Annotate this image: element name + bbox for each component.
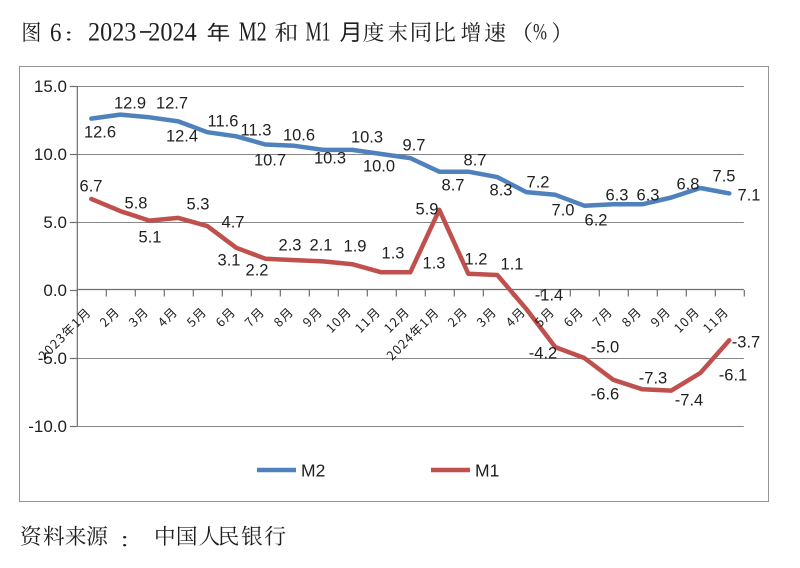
svg-text:2023: 2023 (88, 18, 136, 47)
svg-text:-5.0: -5.0 (38, 349, 67, 368)
svg-text:12.6: 12.6 (84, 124, 116, 142)
svg-text:-5.0: -5.0 (591, 339, 619, 357)
svg-text:-10.0: -10.0 (28, 417, 67, 436)
svg-text:-7.4: -7.4 (675, 392, 703, 410)
svg-text:-3.7: -3.7 (732, 334, 760, 352)
svg-text:6: 6 (50, 17, 62, 47)
svg-text:5.3: 5.3 (187, 196, 210, 214)
svg-text:8.7: 8.7 (442, 177, 465, 195)
svg-text:6.7: 6.7 (80, 178, 103, 196)
svg-text:10.6: 10.6 (283, 127, 315, 145)
svg-text:7.2: 7.2 (527, 174, 550, 192)
svg-text:4.7: 4.7 (222, 214, 245, 232)
svg-text:3.1: 3.1 (218, 252, 241, 270)
svg-text:15.0: 15.0 (34, 77, 67, 96)
svg-text:8.3: 8.3 (490, 182, 513, 200)
svg-text:-6.6: -6.6 (591, 386, 619, 404)
svg-text:10.3: 10.3 (314, 150, 346, 168)
svg-text:1.9: 1.9 (344, 238, 367, 256)
svg-text:1.2: 1.2 (465, 251, 488, 269)
svg-text:%: % (533, 19, 547, 45)
svg-text:6.2: 6.2 (585, 212, 608, 230)
svg-text:5.1: 5.1 (139, 229, 162, 247)
svg-text:10.7: 10.7 (254, 152, 286, 170)
svg-text:1.1: 1.1 (501, 256, 524, 274)
svg-text:M1: M1 (306, 17, 331, 47)
svg-text:6.3: 6.3 (606, 187, 629, 205)
svg-text:10.3: 10.3 (351, 129, 383, 147)
svg-text:-6.1: -6.1 (719, 367, 747, 385)
svg-text:10.0: 10.0 (363, 158, 395, 176)
svg-text:8.7: 8.7 (464, 152, 487, 170)
svg-text:1.3: 1.3 (423, 255, 446, 273)
svg-text:6.3: 6.3 (637, 187, 660, 205)
svg-text:9.7: 9.7 (403, 137, 426, 155)
svg-text:7.1: 7.1 (738, 187, 761, 205)
svg-text:M2: M2 (239, 17, 267, 47)
svg-text:11.3: 11.3 (241, 122, 272, 140)
svg-text:7.0: 7.0 (552, 202, 575, 220)
svg-text:2.2: 2.2 (246, 262, 269, 280)
svg-text:1.3: 1.3 (382, 245, 405, 263)
svg-text:5.8: 5.8 (125, 195, 148, 213)
svg-text:7.5: 7.5 (713, 168, 736, 186)
svg-text:2024: 2024 (148, 18, 196, 47)
svg-text:12.7: 12.7 (156, 95, 188, 113)
svg-text:12.4: 12.4 (166, 128, 198, 146)
svg-text:0.0: 0.0 (43, 281, 67, 300)
svg-text:5.0: 5.0 (43, 213, 67, 232)
svg-text:M1: M1 (475, 461, 499, 481)
svg-text:6.8: 6.8 (677, 176, 700, 194)
svg-text:-7.3: -7.3 (639, 370, 667, 388)
svg-text:M2: M2 (301, 461, 325, 481)
svg-text:5.9: 5.9 (416, 201, 439, 219)
svg-text:12.9: 12.9 (114, 95, 146, 113)
svg-text:2.1: 2.1 (310, 237, 333, 255)
svg-text:-1.4: -1.4 (535, 287, 563, 305)
svg-text:10.0: 10.0 (34, 145, 67, 164)
svg-text:2.3: 2.3 (279, 237, 302, 255)
svg-text:11.6: 11.6 (208, 113, 239, 131)
svg-text:-4.2: -4.2 (529, 345, 557, 363)
